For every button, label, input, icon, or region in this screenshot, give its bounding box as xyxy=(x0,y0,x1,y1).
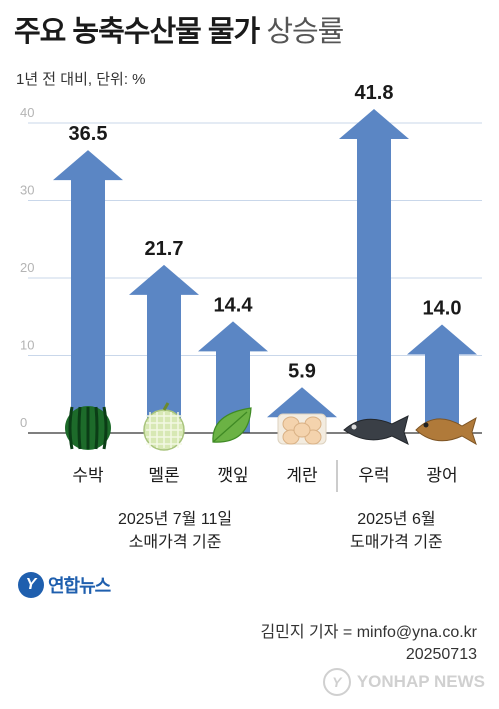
watermelon-stripe xyxy=(77,406,82,450)
melon-stem xyxy=(162,402,170,411)
title-light: 상승률 xyxy=(266,16,344,48)
y-tick-label: 20 xyxy=(20,260,34,275)
category-label: 우럭 xyxy=(358,466,389,485)
unit-note: 1년 전 대비, 단위: % xyxy=(16,71,146,88)
melon-icon xyxy=(143,402,185,451)
watermelon-stripe xyxy=(94,406,99,450)
wholesale-note: 2025년 6월 도매가격 기준 xyxy=(350,508,443,554)
egg-icon xyxy=(277,413,327,445)
credit: 김민지 기자 = minfo@yna.co.kr 20250713 xyxy=(260,622,477,666)
retail-note: 2025년 7월 11일 소매가격 기준 xyxy=(118,508,232,554)
y-tick-label: 40 xyxy=(20,105,34,120)
category-label: 멜론 xyxy=(148,466,179,485)
bar-arrow xyxy=(339,109,409,434)
data-label: 21.7 xyxy=(145,238,184,260)
y-tick-label: 0 xyxy=(20,415,27,430)
wholesale-note-basis: 도매가격 기준 xyxy=(350,534,443,551)
leaf-vein xyxy=(212,411,248,443)
egg xyxy=(293,422,311,438)
retail-note-basis: 소매가격 기준 xyxy=(128,534,222,551)
bar-arrow xyxy=(53,150,123,433)
flatfish-eye xyxy=(423,422,429,428)
yonhap-logo: Y 연합뉴스 xyxy=(18,572,111,598)
flatfish-body xyxy=(415,416,477,446)
rockfish-icon xyxy=(343,415,409,445)
data-label: 5.9 xyxy=(288,360,316,382)
data-label: 14.4 xyxy=(214,294,254,316)
watermark-icon: Y xyxy=(322,668,351,696)
title-bold: 주요 농축수산물 물가 xyxy=(14,16,260,48)
bar-arrow xyxy=(129,264,199,433)
wholesale-note-date: 2025년 6월 xyxy=(357,511,436,528)
y-tick-label: 10 xyxy=(20,338,34,353)
rockfish-body xyxy=(343,415,409,445)
y-tick-label: 30 xyxy=(20,183,34,198)
watermark: Y YONHAP NEWS xyxy=(322,668,485,696)
data-label: 36.5 xyxy=(69,123,108,145)
rockfish-eye xyxy=(351,424,357,430)
watermelon-stripe xyxy=(68,406,74,450)
watermelon-icon xyxy=(65,406,111,450)
flatfish-icon xyxy=(415,416,477,446)
watermelon-stripe xyxy=(102,406,108,450)
data-label: 14.0 xyxy=(423,298,462,320)
category-label: 깻잎 xyxy=(217,466,248,485)
watermark-text: YONHAP NEWS xyxy=(356,672,485,691)
category-label: 계란 xyxy=(286,466,318,485)
publish-date: 20250713 xyxy=(405,646,477,663)
yonhap-logo-text: 연합뉴스 xyxy=(48,576,111,596)
retail-note-date: 2025년 7월 11일 xyxy=(118,511,233,528)
bar-arrow xyxy=(267,387,337,433)
bar-arrow xyxy=(407,324,477,433)
perilla-leaf-icon xyxy=(212,407,252,443)
category-label: 수박 xyxy=(72,466,104,485)
yonhap-logo-icon: Y xyxy=(18,572,44,598)
chart-title: 주요 농축수산물 물가 상승률 xyxy=(14,8,344,50)
bar-arrow xyxy=(198,321,268,433)
reporter-credit: 김민지 기자 = minfo@yna.co.kr xyxy=(260,624,477,641)
data-label: 41.8 xyxy=(355,82,394,104)
category-label: 광어 xyxy=(426,466,457,485)
